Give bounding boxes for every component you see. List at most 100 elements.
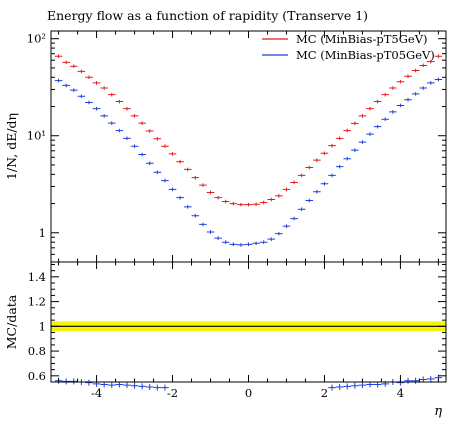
ratio-point xyxy=(123,382,131,389)
data-point xyxy=(115,99,124,104)
data-point xyxy=(214,236,222,240)
data-point xyxy=(100,114,108,118)
data-point xyxy=(229,242,238,247)
data-point xyxy=(54,54,63,58)
ratio-point xyxy=(130,382,139,389)
data-point xyxy=(358,140,367,144)
ratio-point xyxy=(153,384,162,391)
x-tick-label: -2 xyxy=(167,386,178,400)
data-point xyxy=(145,129,154,133)
data-point xyxy=(176,159,184,164)
data-point xyxy=(335,136,344,141)
data-point xyxy=(54,78,63,83)
data-point xyxy=(373,99,382,104)
ratio-point xyxy=(343,383,352,390)
data-point xyxy=(297,173,306,178)
data-point xyxy=(237,243,245,247)
data-point xyxy=(313,189,321,194)
main-y-tick-label: 10² xyxy=(27,32,46,46)
data-point xyxy=(153,170,162,175)
data-point xyxy=(77,94,86,99)
data-point xyxy=(404,74,412,79)
main-y-axis-label: 1/N, dE/dη xyxy=(4,113,19,180)
data-point xyxy=(176,195,184,200)
data-point xyxy=(275,194,283,198)
ratio-y-tick-label: 0.8 xyxy=(28,344,46,358)
data-point xyxy=(434,77,443,82)
data-point xyxy=(343,128,352,133)
data-point xyxy=(411,92,420,96)
data-point xyxy=(427,59,435,64)
data-point xyxy=(123,136,131,141)
data-point xyxy=(206,230,215,234)
data-point xyxy=(69,88,78,92)
data-point xyxy=(123,106,131,111)
ratio-y-axis-label: MC/data xyxy=(4,294,19,349)
data-point xyxy=(396,79,405,84)
data-point xyxy=(199,222,207,227)
ratio-y-tick-label: 1.2 xyxy=(28,295,46,309)
chart-title: Energy flow as a function of rapidity (T… xyxy=(47,8,368,23)
data-point xyxy=(206,190,215,195)
data-point xyxy=(85,100,93,105)
ratio-point xyxy=(358,382,367,389)
data-point xyxy=(85,75,93,80)
data-point xyxy=(191,175,200,180)
data-point xyxy=(358,114,367,118)
data-point xyxy=(107,121,116,125)
data-point xyxy=(389,86,397,90)
ratio-point xyxy=(161,384,169,391)
x-tick-label: 0 xyxy=(245,386,252,400)
ratio-point xyxy=(335,383,344,390)
main-y-tick-label: 10¹ xyxy=(27,129,46,143)
data-point xyxy=(168,187,177,192)
ratio-axis-ticks: 0.6 0.8 1 1.2 1.4 xyxy=(28,262,446,383)
data-point xyxy=(199,183,207,187)
data-point xyxy=(168,152,177,156)
data-point xyxy=(419,86,428,90)
ratio-point xyxy=(411,377,420,384)
data-point xyxy=(282,187,291,192)
data-point xyxy=(259,200,268,205)
data-point xyxy=(252,241,260,246)
data-point xyxy=(100,86,108,90)
data-point xyxy=(115,128,124,133)
ratio-point xyxy=(404,377,412,384)
data-point xyxy=(381,117,390,122)
data-point xyxy=(138,152,146,157)
data-point xyxy=(351,148,359,152)
data-point xyxy=(252,202,260,207)
data-point xyxy=(389,110,397,114)
data-point xyxy=(396,103,405,108)
ratio-y-tick-label: 1 xyxy=(39,319,46,333)
ratio-point xyxy=(69,378,78,385)
data-point xyxy=(267,197,276,202)
data-point xyxy=(297,207,306,211)
data-point xyxy=(244,242,253,247)
ratio-point xyxy=(351,382,359,389)
x-tick-label: 2 xyxy=(321,386,328,400)
data-point xyxy=(351,121,359,126)
ratio-point xyxy=(328,384,336,391)
main-plot-frame xyxy=(50,30,447,263)
data-point xyxy=(275,231,283,236)
x-tick-label: 4 xyxy=(397,386,404,400)
data-point xyxy=(343,156,352,161)
x-tick-label: -4 xyxy=(91,386,102,400)
data-point xyxy=(221,240,230,244)
ratio-point xyxy=(85,379,93,386)
data-point xyxy=(62,83,70,88)
ratio-point xyxy=(62,378,70,385)
main-axis-ticks: 1 10¹ 10² xyxy=(27,31,446,263)
data-point xyxy=(320,181,329,186)
data-point xyxy=(267,237,276,241)
data-point xyxy=(366,106,374,111)
ratio-y-tick-label: 0.6 xyxy=(28,369,46,383)
data-point xyxy=(92,81,101,85)
data-point xyxy=(320,151,329,156)
data-point xyxy=(161,178,169,183)
legend-label-2: MC (MinBias-pT05GeV) xyxy=(296,48,435,62)
main-y-tick-label: 1 xyxy=(39,226,46,240)
data-point xyxy=(381,92,390,97)
data-point xyxy=(183,205,192,209)
